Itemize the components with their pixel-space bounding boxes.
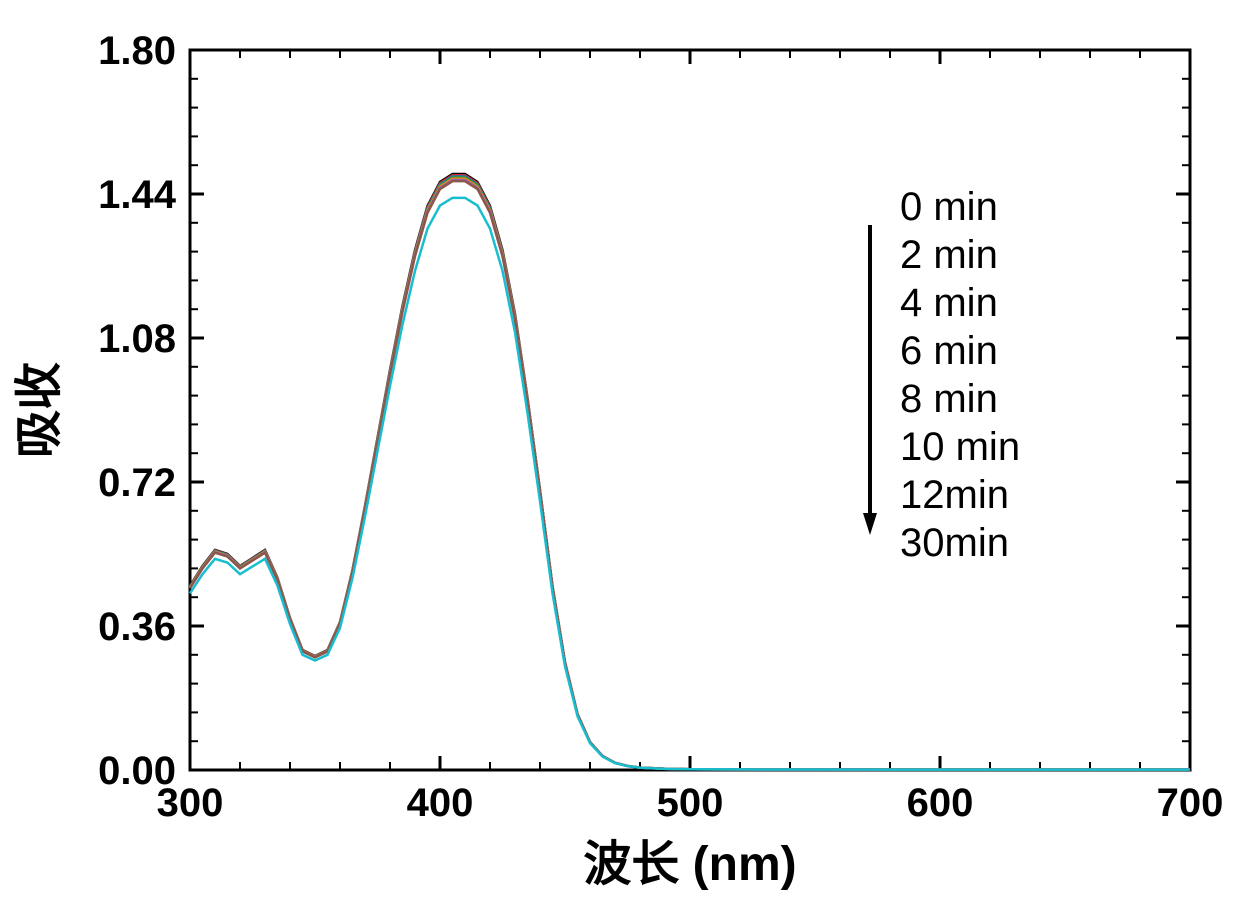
y-tick-label: 0.72 — [98, 461, 176, 505]
legend-item: 6 min — [900, 329, 998, 373]
y-tick-label: 0.00 — [98, 749, 176, 793]
series-line — [190, 198, 1190, 770]
legend-item: 8 min — [900, 377, 998, 421]
legend-item: 10 min — [900, 425, 1020, 469]
legend-item: 12min — [900, 473, 1009, 517]
x-tick-label: 600 — [907, 781, 974, 825]
series-line — [190, 175, 1190, 769]
series-line — [190, 181, 1190, 769]
y-tick-label: 1.44 — [98, 173, 177, 217]
legend-item: 2 min — [900, 233, 998, 277]
series-line — [190, 180, 1190, 770]
series-line — [190, 176, 1190, 769]
legend-item: 30min — [900, 521, 1009, 565]
legend-item: 4 min — [900, 281, 998, 325]
series-line — [190, 179, 1190, 770]
plot-border — [190, 50, 1190, 770]
x-tick-label: 400 — [407, 781, 474, 825]
y-tick-label: 0.36 — [98, 605, 176, 649]
y-axis-title: 吸收 — [13, 362, 66, 458]
series-line — [190, 178, 1190, 770]
x-tick-label: 500 — [657, 781, 724, 825]
trend-arrow-head — [863, 513, 877, 535]
absorption-spectrum-chart: 300400500600700波长 (nm)0.000.360.721.081.… — [0, 0, 1240, 918]
series-line — [190, 174, 1190, 770]
y-tick-label: 1.08 — [98, 317, 176, 361]
x-tick-label: 700 — [1157, 781, 1224, 825]
chart-svg: 300400500600700波长 (nm)0.000.360.721.081.… — [0, 0, 1240, 918]
legend-item: 0 min — [900, 185, 998, 229]
x-axis-title: 波长 (nm) — [583, 838, 796, 891]
y-tick-label: 1.80 — [98, 29, 176, 73]
